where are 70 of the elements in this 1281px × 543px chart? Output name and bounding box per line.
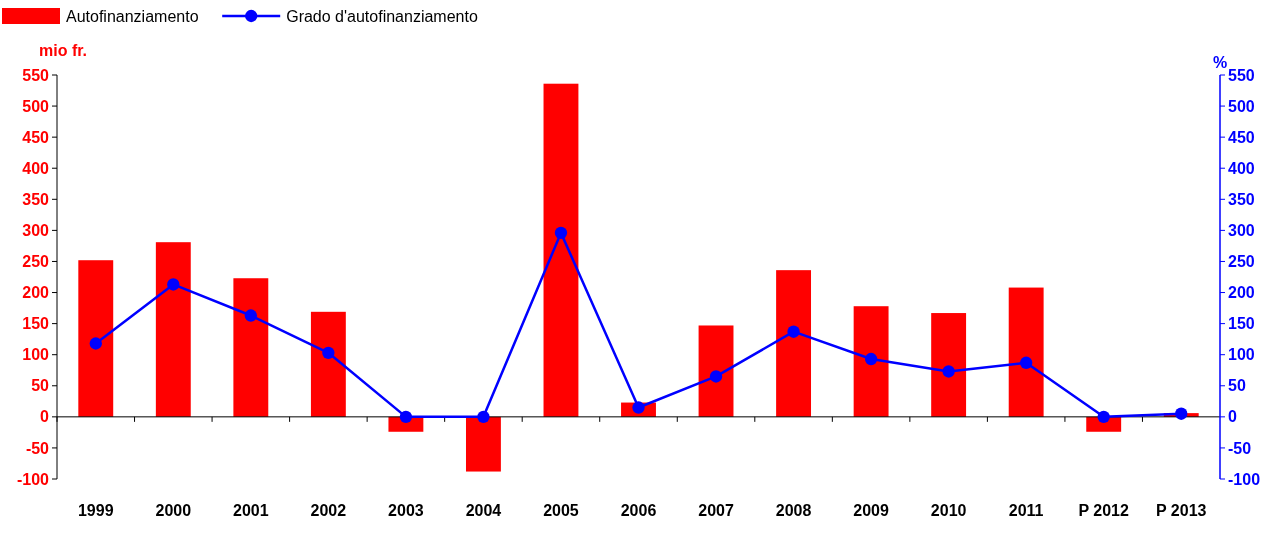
y2-tick-label: 450	[1228, 128, 1255, 146]
bar	[698, 325, 734, 417]
y-tick-label: 50	[31, 377, 50, 395]
y2-tick-label: -50	[1228, 439, 1252, 457]
y-tick-label: 300	[22, 221, 50, 239]
point	[89, 337, 102, 350]
point	[787, 325, 800, 338]
y2-tick-label: 200	[1228, 284, 1255, 302]
point	[167, 278, 180, 291]
y-tick-label: -100	[16, 470, 50, 488]
y-tick-label: 550	[22, 66, 50, 84]
bar	[853, 306, 889, 417]
y2-tick-label: 100	[1228, 346, 1255, 364]
x-tick-label: 2001	[233, 502, 269, 519]
point	[1175, 407, 1188, 420]
y-tick-label: 350	[22, 190, 50, 208]
y-tick-label: -50	[25, 439, 50, 457]
x-tick-label: 2009	[853, 502, 889, 519]
bar	[543, 83, 579, 417]
bar	[78, 260, 114, 417]
point	[942, 365, 955, 378]
point	[1019, 356, 1033, 369]
x-tick-label: 1999	[77, 502, 114, 519]
y-tick-label: 200	[22, 284, 50, 302]
point	[864, 352, 878, 366]
y-tick-label: 0	[40, 408, 50, 426]
y2-axis-title: %	[1212, 54, 1228, 71]
bar	[155, 242, 191, 417]
bar	[931, 313, 967, 417]
y-tick-label: 250	[22, 253, 50, 271]
x-tick-label: 2008	[775, 502, 812, 519]
y-tick-label: 150	[22, 315, 50, 333]
y-tick-label: 450	[22, 128, 50, 146]
x-tick-label: 2011	[1008, 502, 1044, 519]
bar	[776, 270, 812, 417]
x-tick-label: P 2013	[1156, 502, 1207, 519]
point	[322, 346, 335, 359]
y-tick-label: 400	[22, 159, 50, 177]
y2-tick-label: 400	[1228, 159, 1255, 177]
point	[244, 309, 258, 322]
y2-tick-label: 250	[1228, 253, 1255, 271]
y-tick-label: 500	[22, 97, 50, 115]
point	[477, 410, 490, 424]
x-tick-label: P 2012	[1078, 502, 1130, 519]
y2-tick-label: 50	[1228, 377, 1246, 395]
bar	[310, 311, 346, 417]
x-tick-label: 2005	[543, 502, 579, 519]
x-tick-label: 2006	[620, 502, 657, 519]
y2-tick-label: 0	[1228, 408, 1237, 426]
y-axis-title: mio fr.	[39, 42, 88, 59]
y2-tick-label: 500	[1228, 97, 1255, 115]
legend-label: Autofinanziamento	[66, 8, 199, 25]
bar	[1008, 287, 1044, 417]
y-tick-label: 100	[22, 346, 50, 364]
x-tick-label: 2003	[388, 502, 424, 519]
y2-tick-label: 350	[1228, 190, 1255, 208]
point	[709, 370, 723, 383]
y2-tick-label: 150	[1228, 315, 1255, 333]
x-tick-label: 2004	[465, 502, 502, 519]
point	[554, 226, 568, 240]
y2-tick-label: 300	[1228, 221, 1255, 239]
legend-label: Grado d'autofinanziamento	[286, 8, 478, 25]
bar	[233, 278, 269, 417]
x-tick-label: 2002	[310, 502, 347, 519]
x-tick-label: 2007	[698, 502, 734, 519]
x-tick-label: 2010	[930, 502, 967, 519]
bar	[465, 416, 501, 472]
y2-tick-label: -100	[1228, 470, 1261, 488]
x-tick-label: 2000	[155, 502, 192, 519]
y2-tick-label: 550	[1228, 66, 1255, 84]
